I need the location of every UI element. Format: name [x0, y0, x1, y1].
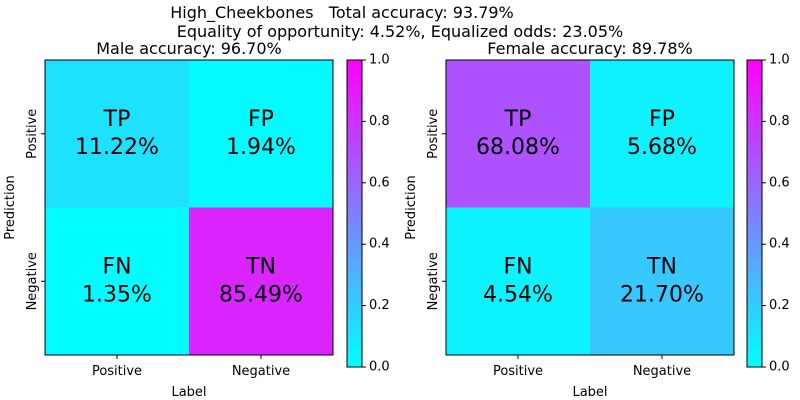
panel2-axes-frame [445, 59, 735, 356]
panel1-cell-fn-value: 1.35% [82, 282, 152, 307]
panel2-cell-fp-value: 5.68% [627, 135, 697, 160]
panel1-ylabel: Prediction [3, 175, 18, 240]
panel1-colorbar-tick-label: 0.2 [369, 298, 390, 313]
panel1-cell-fp-value: 1.94% [226, 135, 296, 160]
panel2-colorbar-tick-label: 0.0 [769, 360, 790, 375]
panel1-cell-tp-value: 11.22% [75, 135, 159, 160]
panel2-cell-tp-value: 68.08% [476, 135, 560, 160]
panel2-colorbar-tick-label: 0.8 [769, 114, 790, 129]
panel1-axes-frame [44, 59, 334, 356]
panel2-cell-fn-label: FN [503, 254, 532, 279]
panel2-colorbar-tick-label: 0.4 [769, 237, 790, 252]
panel1-colorbar [346, 59, 363, 368]
panel1-cell-tn-value: 85.49% [219, 282, 303, 307]
panel1-colorbar-tick-label: 0.4 [369, 237, 390, 252]
panel1-x-tick-label: Positive [92, 364, 142, 379]
panel1-colorbar-tick-label: 0.0 [369, 360, 390, 375]
panel1-cell-tp-label: TP [103, 107, 131, 132]
panel1-cell-fn-label: FN [102, 254, 131, 279]
panel2-colorbar [746, 59, 763, 368]
panel2-cell-fn [446, 207, 590, 355]
panel2-colorbar-tick-label: 0.6 [769, 175, 790, 190]
panel1-title: Male accuracy: 96.70% [96, 39, 282, 58]
panel1-cell-tp [45, 60, 189, 208]
panel2-ylabel: Prediction [404, 175, 419, 240]
panel2-cell-fn-value: 4.54% [483, 282, 553, 307]
panel2-title: Female accuracy: 89.78% [487, 39, 692, 58]
panel1-x-tick-label: Negative [232, 364, 290, 379]
panel1-cell-tn-label: TN [245, 254, 276, 279]
panel2-cell-fp [590, 60, 734, 208]
panel1-cell-fp-label: FP [248, 107, 274, 132]
panel1-colorbar-tick-label: 0.6 [369, 175, 390, 190]
figure-suptitle-line1: High_Cheekbones Total accuracy: 93.79% [170, 3, 514, 22]
panel1-colorbar-tick-label: 0.8 [369, 114, 390, 129]
figure-suptitle-line2: Equality of opportunity: 4.52%, Equalize… [176, 22, 624, 41]
panel2-cell-tp [446, 60, 590, 208]
panel2-cell-tp-label: TP [504, 107, 532, 132]
panel1-colorbar-tick-label: 1.0 [369, 53, 390, 68]
panel2-cell-tn [590, 207, 734, 355]
panel2-cell-fp-label: FP [649, 107, 675, 132]
panel2-cell-tn-value: 21.70% [620, 282, 704, 307]
panel2-x-tick-label: Positive [493, 364, 543, 379]
panel2-colorbar-tick-label: 0.2 [769, 298, 790, 313]
panel1-xlabel: Label [171, 385, 206, 400]
panel2-colorbar-tick-label: 1.0 [769, 53, 790, 68]
panel1-y-tick-label: Positive [25, 109, 40, 159]
panel1-cell-fn [45, 207, 189, 355]
panel1-cell-fp [189, 60, 333, 208]
panel1-y-tick-label: Negative [25, 252, 40, 310]
panel1-cell-tn [189, 207, 333, 355]
panel2-y-tick-label: Positive [426, 109, 441, 159]
panel2-cell-tn-label: TN [646, 254, 677, 279]
panel2-y-tick-label: Negative [426, 252, 441, 310]
panel2-xlabel: Label [572, 385, 607, 400]
panel2-x-tick-label: Negative [633, 364, 691, 379]
